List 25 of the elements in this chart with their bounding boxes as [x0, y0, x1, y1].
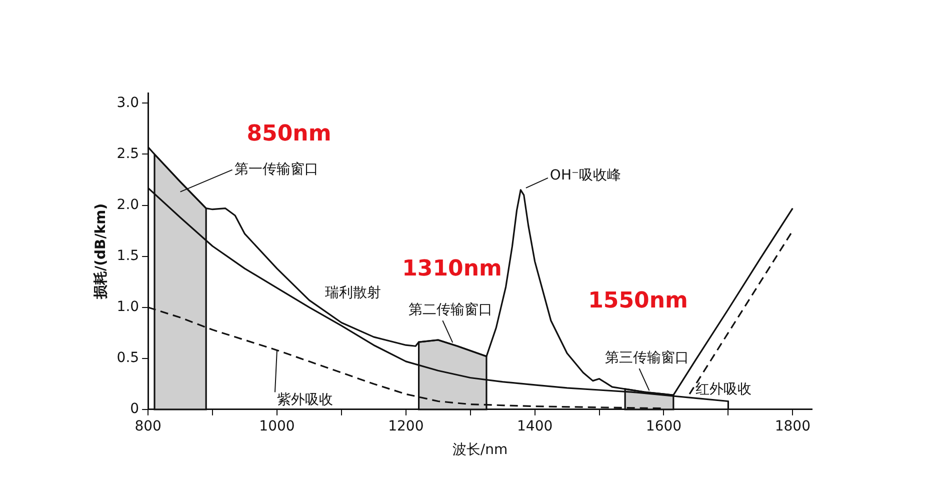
annotation: OH⁻吸收峰: [550, 168, 621, 184]
y-tick-label: 0.5: [116, 350, 140, 366]
y-tick-label: 1.0: [116, 298, 140, 315]
x-tick-label: 1000: [259, 418, 295, 434]
y-tick-label: 2.0: [116, 196, 140, 213]
x-tick-label: 1600: [646, 418, 682, 434]
annotation: 1550nm: [588, 288, 688, 314]
annotation: 1310nm: [402, 256, 502, 282]
x-axis-title: 波长/nm: [452, 442, 508, 458]
x-tick-label: 1200: [388, 418, 424, 434]
series-label: 瑞利散射: [325, 284, 382, 301]
x-tick-label: 1400: [517, 418, 553, 434]
y-tick-label: 2.5: [116, 146, 140, 162]
band-label: 第一传输窗口: [234, 161, 318, 178]
band-label: 第三传输窗口: [605, 350, 690, 366]
series-label: 紫外吸收: [276, 392, 333, 408]
y-tick-label: 3.0: [116, 94, 140, 111]
x-tick-label: 800: [134, 418, 162, 434]
band-label: 第二传输窗口: [408, 302, 493, 318]
y-axis-title: 损耗/(dB/km): [93, 203, 110, 300]
x-tick-label: 1800: [774, 418, 810, 434]
annotation: 850nm: [246, 122, 332, 147]
y-tick-label: 1.5: [116, 248, 140, 264]
y-tick-label: 0: [130, 401, 140, 418]
series-label: 红外吸收: [696, 382, 752, 398]
